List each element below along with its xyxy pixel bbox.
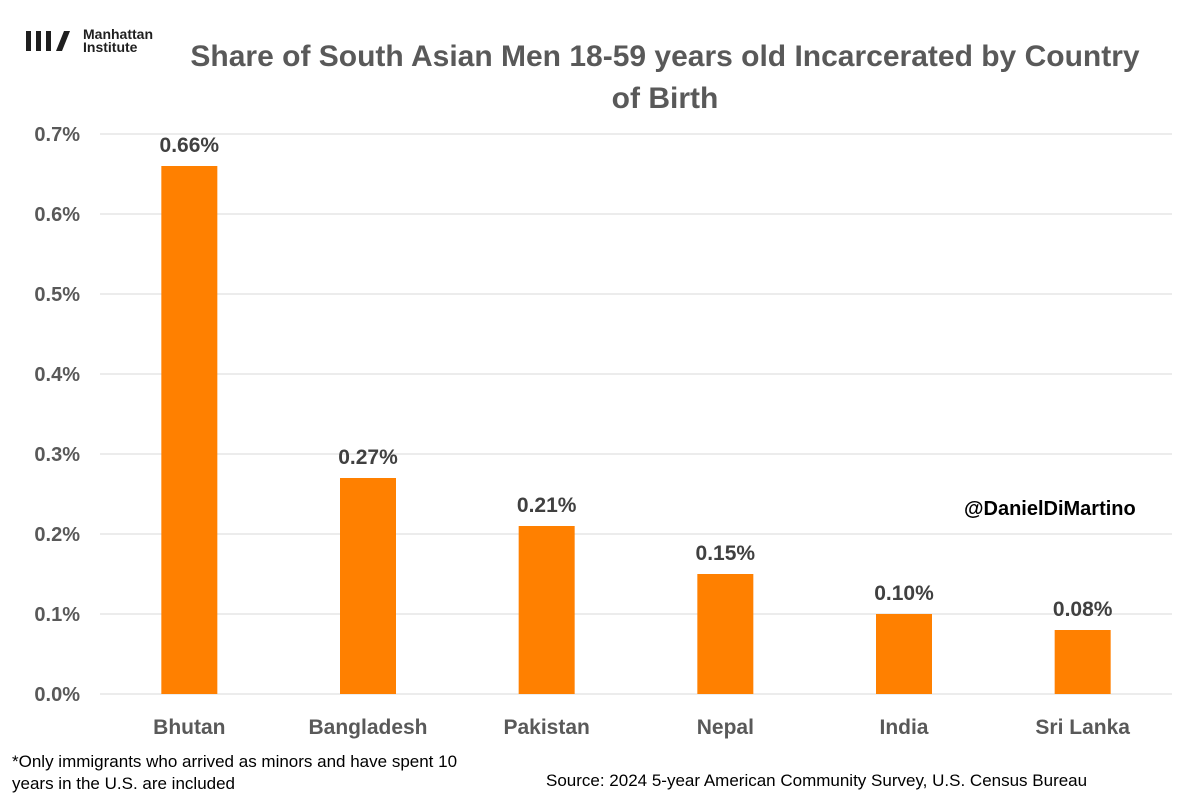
footnote: *Only immigrants who arrived as minors a… bbox=[12, 752, 458, 793]
author-handle: @DanielDiMartino bbox=[964, 498, 1136, 520]
chart-title: Share of South Asian Men 18-59 years old… bbox=[190, 40, 1140, 115]
y-tick-label: 0.1% bbox=[34, 604, 80, 626]
bar bbox=[1054, 630, 1111, 694]
y-tick-label: 0.3% bbox=[34, 444, 80, 466]
logo: Manhattan Institute bbox=[26, 26, 153, 55]
bar bbox=[697, 574, 754, 694]
y-axis-ticks: 0.0% 0.1% 0.2% 0.3% 0.4% 0.5% 0.6% 0.7% bbox=[34, 124, 80, 706]
bar bbox=[876, 614, 932, 694]
bar bbox=[518, 526, 575, 694]
y-tick-label: 0.2% bbox=[34, 524, 80, 546]
manhattan-institute-logo-icon bbox=[26, 31, 70, 51]
x-tick-label: India bbox=[879, 716, 928, 739]
logo-text-line1: Manhattan bbox=[83, 26, 153, 42]
y-tick-label: 0.5% bbox=[34, 284, 80, 306]
data-label: 0.27% bbox=[338, 446, 398, 469]
gridlines bbox=[100, 133, 1172, 695]
x-tick-label: Nepal bbox=[697, 716, 754, 739]
bars bbox=[161, 166, 1111, 694]
data-labels: 0.66% 0.27% 0.21% 0.15% 0.10% 0.08% bbox=[160, 134, 1113, 621]
data-label: 0.15% bbox=[696, 542, 756, 565]
y-tick-label: 0.4% bbox=[34, 364, 80, 386]
bar bbox=[340, 478, 396, 694]
y-tick-label: 0.6% bbox=[34, 204, 80, 226]
data-label: 0.21% bbox=[517, 494, 577, 517]
x-tick-label: Bangladesh bbox=[308, 716, 427, 739]
logo-text: Manhattan Institute bbox=[83, 26, 153, 55]
x-tick-label: Sri Lanka bbox=[1035, 716, 1130, 739]
data-label: 0.10% bbox=[874, 582, 934, 605]
data-label: 0.08% bbox=[1053, 598, 1113, 621]
x-tick-label: Bhutan bbox=[153, 716, 225, 739]
source-note: Source: 2024 5-year American Community S… bbox=[546, 771, 1088, 790]
x-axis-ticks: Bhutan Bangladesh Pakistan Nepal India Sri La… bbox=[153, 716, 1130, 739]
logo-text-line2: Institute bbox=[83, 39, 138, 55]
bar bbox=[161, 166, 218, 694]
x-tick-label: Pakistan bbox=[503, 716, 589, 739]
data-label: 0.66% bbox=[160, 134, 220, 157]
y-tick-label: 0.7% bbox=[34, 124, 80, 146]
y-tick-label: 0.0% bbox=[34, 684, 80, 706]
